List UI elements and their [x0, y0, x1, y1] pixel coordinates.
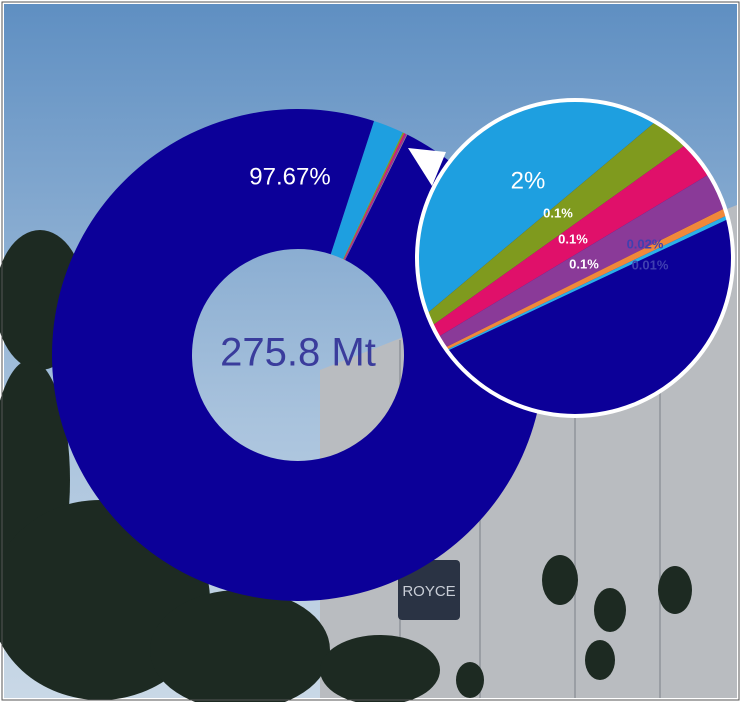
zoom-pointer	[408, 148, 446, 186]
zoom-label: 0.02%	[627, 236, 664, 251]
donut-slice	[343, 133, 406, 260]
zoom-label: 0.01%	[632, 257, 669, 272]
zoom-slice	[417, 100, 733, 416]
donut-slice	[345, 134, 408, 261]
zoom-label: 0.1%	[569, 256, 599, 271]
zoom-label: 2%	[511, 167, 546, 194]
slice-label: 97.67%	[249, 163, 330, 190]
zoom-view: 2% 0.1% 0.1% 0.1% 0.02% 0.01%	[417, 100, 733, 416]
zoom-slices: 2% 0.1% 0.1% 0.1% 0.02% 0.01%	[417, 100, 733, 416]
donut-slice	[344, 133, 407, 260]
zoom-ring	[415, 98, 735, 418]
zoom-label: 0.1%	[543, 205, 573, 220]
zoom-slice	[417, 107, 733, 416]
zoom-slice	[417, 117, 733, 416]
donut-slice	[344, 134, 408, 261]
zoom-slice	[417, 100, 733, 416]
photo-sign: ROYCE	[402, 583, 455, 600]
donut-slice	[330, 121, 403, 260]
zoom-label: 0.1%	[558, 231, 588, 246]
donut-slice	[343, 132, 405, 260]
zoom-slice	[417, 100, 733, 416]
center-label: 275.8 Mt	[220, 331, 376, 375]
